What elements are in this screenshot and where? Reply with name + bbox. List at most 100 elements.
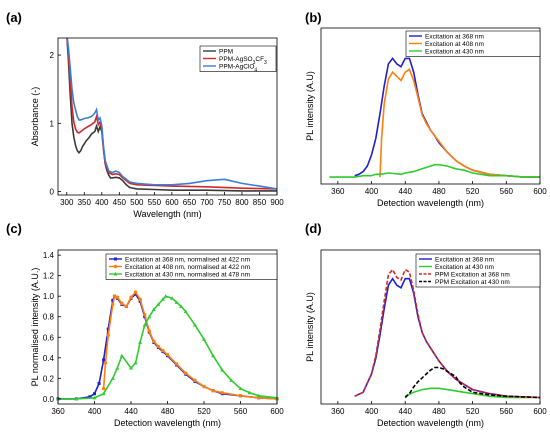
data-point <box>247 390 252 395</box>
legend-label: Excitation at 368 nm, normalised at 422 … <box>125 256 250 263</box>
data-point <box>92 395 97 400</box>
data-point <box>174 300 179 304</box>
x-tick-label: 350 <box>78 198 92 207</box>
x-tick-label: 850 <box>253 198 267 207</box>
legend-marker <box>113 264 118 269</box>
x-tick-label: 360 <box>51 407 65 416</box>
y-axis-label: Absorbance (-) <box>30 87 40 147</box>
y-tick-label: 0 <box>50 188 55 197</box>
x-tick-label: 400 <box>88 407 102 416</box>
x-axis-label: Wavelength (nm) <box>133 209 201 219</box>
series-line <box>379 68 540 178</box>
data-point <box>112 294 117 298</box>
y-tick-label: 1.0 <box>43 292 55 301</box>
series-line <box>404 366 540 399</box>
data-point <box>120 301 124 306</box>
legend-label: Excitation at 368 nm <box>435 256 494 263</box>
x-tick-label: 900 <box>270 198 284 207</box>
data-point <box>106 333 110 337</box>
data-point <box>152 339 156 344</box>
data-point <box>93 392 96 396</box>
data-point <box>138 297 142 301</box>
data-point <box>220 368 225 372</box>
data-point <box>133 360 138 365</box>
data-point <box>106 327 110 331</box>
data-point <box>229 378 234 382</box>
panel-letter: (c) <box>6 221 22 236</box>
data-point <box>110 376 115 380</box>
data-point <box>101 386 106 391</box>
legend-label: PPM Excitation at 368 nm <box>435 271 510 278</box>
x-tick-label: 520 <box>466 187 480 196</box>
data-point <box>220 391 224 395</box>
series-line <box>58 292 277 400</box>
plot-frame <box>320 249 541 405</box>
series-line <box>354 268 540 399</box>
x-tick-label: 800 <box>235 198 249 207</box>
data-point <box>165 353 170 357</box>
legend-box <box>105 253 278 280</box>
x-axis-label: Detection wavelength (nm) <box>114 418 221 428</box>
legend-label: Excitation at 408 nm <box>425 41 484 48</box>
data-point <box>179 304 184 308</box>
legend-marker <box>114 257 117 261</box>
legend-label: Excitation at 408 nm, normalised at 422 … <box>125 264 250 271</box>
legend-box <box>405 30 541 57</box>
x-tick-label: 360 <box>331 187 345 196</box>
data-point <box>142 322 147 327</box>
panel-letter: (b) <box>305 10 322 25</box>
series-line <box>354 277 540 399</box>
panel-b: (b) 360 400 440 480 520 560 600 Detection wavele… <box>305 10 547 208</box>
data-point <box>174 362 179 366</box>
series-line <box>66 38 277 190</box>
data-point <box>115 366 120 370</box>
x-tick-label: 440 <box>399 187 413 196</box>
x-tick-label: 560 <box>234 407 248 416</box>
legend-label: PPM <box>219 48 233 55</box>
series-line <box>404 387 540 399</box>
data-point <box>184 371 188 375</box>
data-point <box>133 290 138 294</box>
y-tick-label: 1.2 <box>43 272 55 281</box>
legend-marker <box>113 272 118 276</box>
x-tick-label: 480 <box>161 407 175 416</box>
x-tick-label: 750 <box>218 198 232 207</box>
plot-frame <box>320 27 541 185</box>
data-point <box>156 344 161 349</box>
data-point <box>193 378 197 383</box>
series-line <box>66 38 277 190</box>
legend: Excitation at 368 nm, normalised at 422 … <box>105 253 278 280</box>
data-point <box>238 394 243 398</box>
y-tick-label: 0.6 <box>43 333 55 342</box>
x-tick-label: 450 <box>113 198 127 207</box>
data-point <box>115 295 120 299</box>
data-point <box>138 340 143 344</box>
x-tick-label: 440 <box>124 407 138 416</box>
legend-label: Excitation at 430 nm <box>435 264 494 271</box>
data-point <box>142 312 147 317</box>
x-tick-label: 500 <box>130 198 144 207</box>
series-line <box>66 38 277 192</box>
legend-label: Excitation at 430 nm, normalised at 478 … <box>125 271 250 278</box>
panel-a: (a) 300 350 400 450 500 550 600 650 700 750 800 850 9… <box>6 10 284 219</box>
legend-box <box>415 253 541 288</box>
data-point <box>119 353 124 358</box>
data-point <box>102 358 106 362</box>
data-point <box>256 393 261 398</box>
y-tick-label: 0.2 <box>43 374 55 383</box>
y-axis-label: PL intensity (A.U) <box>305 292 315 362</box>
series-line <box>58 295 277 400</box>
y-tick-label: 0.4 <box>43 354 55 363</box>
legend-label: PPM-AgClO4 <box>219 63 257 73</box>
x-tick-label: 600 <box>270 407 284 416</box>
data-point <box>170 296 175 300</box>
data-point <box>74 396 79 401</box>
panel-c: (c) 360 400 440 480 520 560 600 0.0 0.2 0.4 0.6 0.8 1… <box>6 221 284 428</box>
legend-label: Excitation at 430 nm <box>425 48 484 55</box>
x-tick-label: 600 <box>533 187 547 196</box>
data-point <box>88 395 92 399</box>
data-point <box>238 386 243 391</box>
panel-d: (d) 360 400 440 480 520 560 600 Detection wavele… <box>305 221 547 428</box>
